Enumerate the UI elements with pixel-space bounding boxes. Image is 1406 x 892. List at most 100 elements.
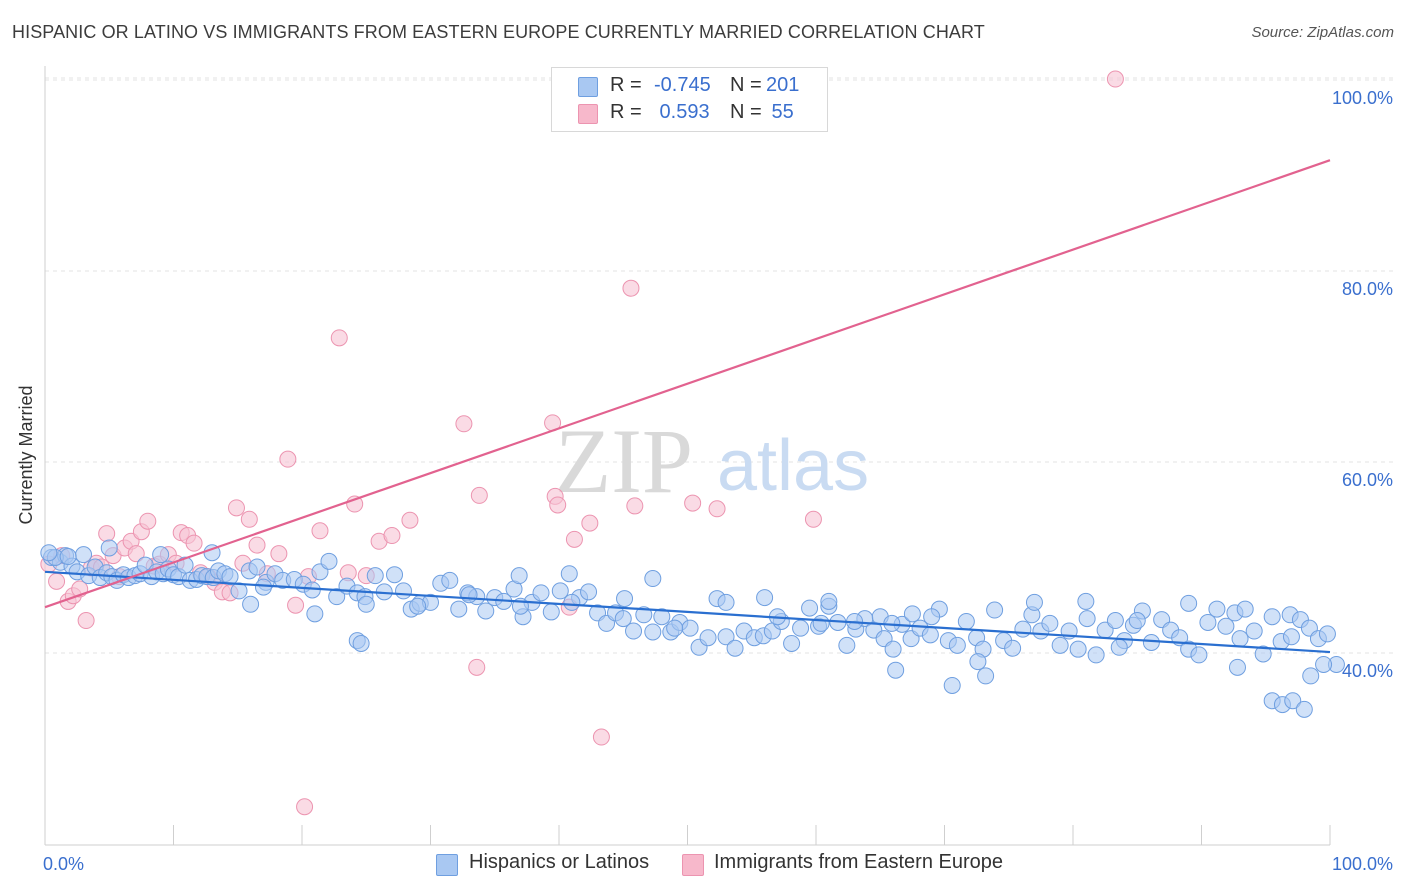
data-point-immigrants xyxy=(227,499,245,517)
trend-lines xyxy=(44,159,1331,654)
watermark-atlas: atlas xyxy=(717,426,869,506)
legend-n-value: 55 xyxy=(766,101,794,123)
data-point-hispanics xyxy=(923,608,941,626)
data-point-hispanics xyxy=(551,582,569,600)
data-point-hispanics xyxy=(717,628,735,646)
data-point-hispanics xyxy=(176,556,194,574)
trend-line-immigrants xyxy=(44,159,1331,609)
series-hispanics-points xyxy=(40,539,1345,718)
data-point-hispanics xyxy=(1228,658,1246,676)
y-axis-label: Currently Married xyxy=(16,385,36,525)
data-point-hispanics xyxy=(1128,612,1146,630)
data-point-immigrants xyxy=(48,572,66,590)
legend-n-label: N = xyxy=(730,74,762,96)
data-point-hispanics xyxy=(948,636,966,654)
data-point-hispanics xyxy=(532,584,550,602)
y-tick-label: 40.0% xyxy=(1342,661,1393,681)
data-point-immigrants xyxy=(1106,70,1124,88)
data-point-hispanics xyxy=(386,566,404,584)
data-point-hispanics xyxy=(616,590,634,608)
data-point-hispanics xyxy=(1254,645,1272,663)
data-point-hispanics xyxy=(75,546,93,564)
legend-r-label: R = xyxy=(610,101,642,123)
data-point-hispanics xyxy=(1245,622,1263,640)
data-point-immigrants xyxy=(127,545,145,563)
data-point-hispanics xyxy=(1087,646,1105,664)
data-point-hispanics xyxy=(1014,620,1032,638)
legend-r-value: -0.745 xyxy=(654,74,711,96)
data-point-hispanics xyxy=(884,640,902,658)
data-point-hispanics xyxy=(1078,610,1096,628)
bottom-legend-label-immigrants: Immigrants from Eastern Europe xyxy=(714,851,1003,873)
data-point-hispanics xyxy=(1199,613,1217,631)
watermark: ZIP atlas xyxy=(555,410,869,512)
tick-labels: 40.0% 60.0% 80.0% 100.0% 0.0% 100.0% xyxy=(43,88,1393,874)
data-point-immigrants xyxy=(240,510,258,528)
data-point-hispanics xyxy=(152,546,170,564)
data-point-hispanics xyxy=(887,661,905,679)
legend-row-immigrants: R = 0.593 N = 55 xyxy=(552,101,827,127)
data-point-hispanics xyxy=(100,539,118,557)
data-point-immigrants xyxy=(311,522,329,540)
bottom-legend-swatch-immigrants xyxy=(682,854,704,876)
y-tick-label: 80.0% xyxy=(1342,279,1393,299)
data-point-hispanics xyxy=(409,597,427,615)
data-point-hispanics xyxy=(635,606,653,624)
data-point-immigrants xyxy=(565,530,583,548)
data-point-hispanics xyxy=(320,552,338,570)
x-tick-label: 0.0% xyxy=(43,854,84,874)
data-point-hispanics xyxy=(681,619,699,637)
data-point-hispanics xyxy=(921,626,939,644)
data-point-hispanics xyxy=(783,634,801,652)
legend-n-value: 201 xyxy=(766,74,800,96)
data-point-hispanics xyxy=(903,605,921,623)
data-point-immigrants xyxy=(287,596,305,614)
bottom-legend-label-hispanics: Hispanics or Latinos xyxy=(469,851,650,873)
stats-legend: R = -0.745 N = 201 R = 0.593 N = 55 xyxy=(551,67,828,132)
data-point-hispanics xyxy=(986,601,1004,619)
data-point-hispanics xyxy=(542,603,560,621)
data-point-immigrants xyxy=(622,279,640,297)
data-point-hispanics xyxy=(303,581,321,599)
data-point-hispanics xyxy=(221,568,239,586)
data-point-immigrants xyxy=(684,494,702,512)
data-point-hispanics xyxy=(820,592,838,610)
data-point-hispanics xyxy=(477,602,495,620)
legend-n-label: N = xyxy=(730,101,762,123)
data-point-hispanics xyxy=(328,588,346,606)
data-point-hispanics xyxy=(441,571,459,589)
legend-swatch-pink xyxy=(578,104,598,124)
data-point-hispanics xyxy=(977,667,995,685)
legend-r-value: 0.593 xyxy=(654,101,710,123)
data-point-hispanics xyxy=(59,548,77,566)
data-point-hispanics xyxy=(248,558,266,576)
data-point-hispanics xyxy=(1041,614,1059,632)
data-point-hispanics xyxy=(644,623,662,641)
data-point-hispanics xyxy=(1106,612,1124,630)
legend-r-label: R = xyxy=(610,74,642,96)
data-point-hispanics xyxy=(1231,630,1249,648)
data-point-hispanics xyxy=(1004,639,1022,657)
data-point-immigrants xyxy=(77,612,95,630)
data-point-immigrants xyxy=(270,545,288,563)
axes xyxy=(44,66,1331,846)
data-point-hispanics xyxy=(1263,608,1281,626)
data-point-immigrants xyxy=(468,658,486,676)
data-point-immigrants xyxy=(248,536,266,554)
data-point-hispanics xyxy=(792,619,810,637)
data-point-hispanics xyxy=(653,608,671,626)
data-point-hispanics xyxy=(1077,592,1095,610)
data-point-hispanics xyxy=(1318,625,1336,643)
data-point-immigrants xyxy=(592,728,610,746)
data-point-hispanics xyxy=(756,589,774,607)
data-point-hispanics xyxy=(460,586,478,604)
data-point-immigrants xyxy=(383,527,401,545)
data-point-immigrants xyxy=(581,514,599,532)
y-tick-label: 100.0% xyxy=(1332,88,1393,108)
data-point-hispanics xyxy=(812,614,830,632)
data-point-hispanics xyxy=(242,595,260,613)
data-point-hispanics xyxy=(1190,646,1208,664)
data-point-hispanics xyxy=(1217,617,1235,635)
data-point-immigrants xyxy=(455,415,473,433)
data-point-hispanics xyxy=(614,610,632,628)
